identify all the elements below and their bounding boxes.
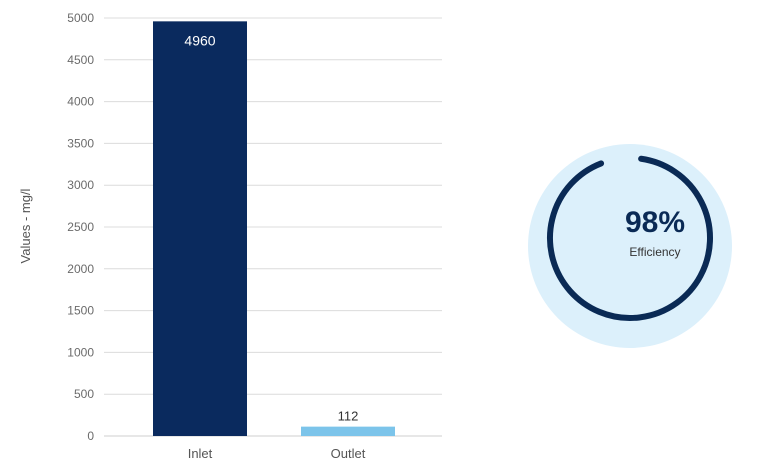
y-tick-label: 2000 xyxy=(67,262,94,276)
y-tick-label: 3000 xyxy=(67,178,94,192)
y-tick-label: 5000 xyxy=(67,11,94,25)
efficiency-gauge: 98% Efficiency xyxy=(528,144,732,348)
bar-inlet xyxy=(153,21,247,437)
y-tick-label: 1500 xyxy=(67,304,94,318)
data-label: 112 xyxy=(338,409,359,424)
y-tick-label: 4500 xyxy=(67,53,94,67)
x-category-label: Inlet xyxy=(188,446,213,461)
y-tick-label: 4000 xyxy=(67,95,94,109)
gauge-arc xyxy=(547,155,713,321)
y-tick-label: 3500 xyxy=(67,136,94,150)
y-tick-label: 1000 xyxy=(67,345,94,359)
y-tick-label: 2500 xyxy=(67,220,94,234)
y-axis-label: Values - mg/l xyxy=(18,188,33,263)
bar-outlet xyxy=(301,426,395,436)
data-label: 4960 xyxy=(184,32,215,48)
y-tick-label: 0 xyxy=(87,429,94,443)
gauge-label: Efficiency xyxy=(629,245,680,259)
x-category-label: Outlet xyxy=(331,446,366,461)
y-tick-label: 500 xyxy=(74,387,94,401)
gauge-value: 98% xyxy=(625,206,685,239)
